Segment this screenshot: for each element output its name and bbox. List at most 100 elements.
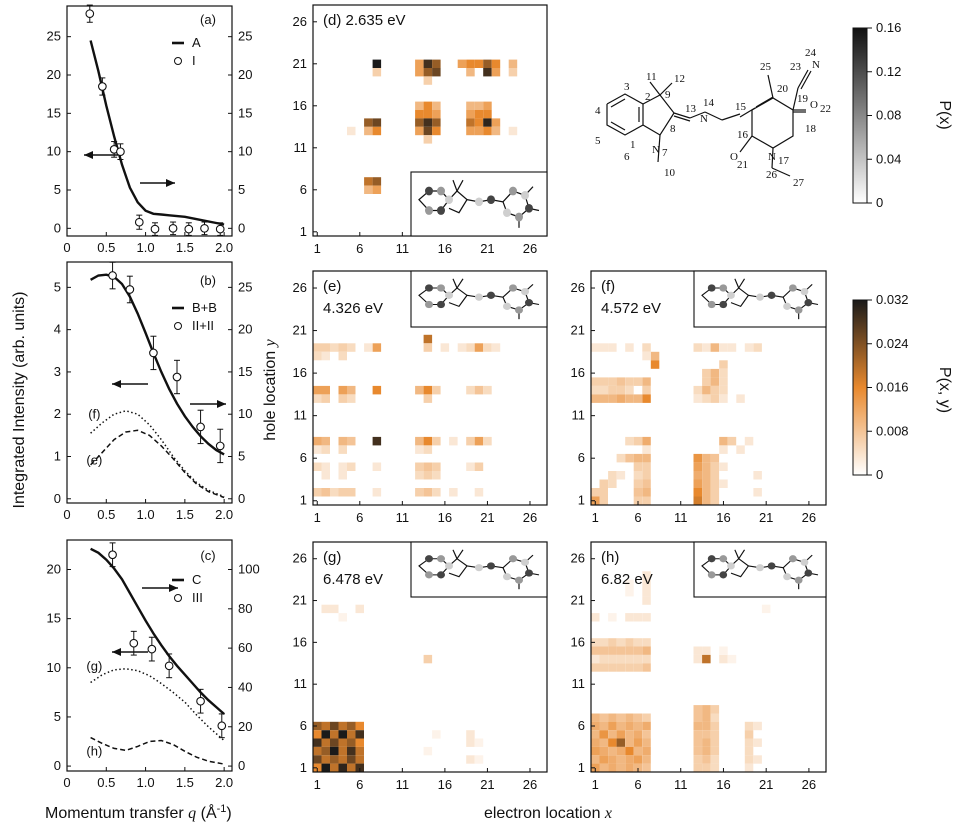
series-line-A	[89, 40, 225, 226]
panel-tag: (c)	[200, 548, 215, 563]
heatmap-cell	[702, 394, 711, 403]
heatmap-cell	[616, 471, 626, 480]
axes-frame	[66, 539, 233, 772]
heatmap-cell	[372, 177, 382, 186]
heatmap-cell	[633, 436, 643, 446]
y-tick-label-left: 2	[54, 406, 61, 421]
inset-atom	[525, 569, 533, 577]
inset-atom	[503, 302, 511, 310]
inset-atom	[783, 302, 791, 310]
heatmap-cell	[591, 394, 600, 403]
heatmap-cell	[642, 755, 651, 764]
heatmap-cell	[616, 755, 626, 764]
heatmap-cell	[616, 663, 626, 672]
inset-atom	[487, 562, 495, 570]
svg-text:10: 10	[664, 167, 676, 179]
heatmap-cell	[423, 76, 433, 85]
heatmap-cell	[364, 126, 373, 136]
heatmap-cell	[625, 588, 634, 597]
heatmap-cell	[693, 738, 702, 747]
heatmap-cell	[355, 604, 364, 614]
molecule-diagram	[606, 69, 812, 177]
heatmap-cell	[347, 126, 356, 136]
heatmap-cell	[591, 638, 600, 647]
heatmap-cell	[625, 763, 634, 772]
colorbar-tick-label: 0	[876, 467, 883, 482]
heatmap-cell	[719, 385, 728, 395]
legend-label: A	[192, 35, 201, 50]
x-tick-label: 16	[716, 510, 730, 525]
heatmap-cell	[633, 471, 643, 480]
inset-bond	[734, 278, 740, 289]
heatmap-cell	[599, 638, 608, 647]
heatmap-cell	[330, 738, 339, 747]
x-tick-label: 21	[480, 777, 494, 792]
heatmap-cell	[642, 613, 651, 622]
heatmap-cell	[415, 101, 424, 110]
data-point-II+II	[172, 372, 182, 382]
y-tick-label: 21	[293, 323, 307, 338]
heatmap-cell	[710, 385, 720, 395]
heatmap-cell	[616, 763, 626, 772]
inset-atom	[445, 291, 453, 299]
heatmap-cell	[616, 453, 626, 463]
heatmap-cell	[591, 763, 600, 772]
heatmap-cell	[483, 68, 492, 77]
legend-marker-swatch	[174, 594, 182, 602]
heatmap-cell	[313, 445, 322, 454]
heatmap-cell	[474, 126, 484, 136]
heatmap-cell	[693, 394, 702, 403]
energy-label: 4.572 eV	[601, 300, 661, 317]
heatmap-cell	[338, 343, 347, 352]
x-tick-label: 0	[63, 507, 70, 522]
heatmap-cell	[432, 68, 441, 77]
inset-atom	[445, 195, 453, 204]
heatmap-cell	[753, 738, 762, 747]
heatmap-cell	[483, 110, 492, 119]
svg-text:15: 15	[735, 101, 747, 113]
data-point-I	[98, 82, 107, 91]
inset-atom	[756, 564, 764, 572]
heatmap-cell	[693, 721, 702, 731]
heatmap-cell	[483, 101, 492, 110]
y-tick-label: 11	[294, 408, 308, 423]
svg-text:26: 26	[766, 169, 778, 181]
heatmap-cell	[616, 646, 626, 655]
svg-text:17: 17	[778, 155, 790, 167]
data-point-I	[150, 224, 160, 234]
heatmap-cell	[642, 596, 651, 605]
y-tick-label-left: 5	[54, 182, 61, 197]
heatmap-cell	[313, 394, 322, 403]
curve-label: (f)	[88, 407, 100, 422]
inset-atom	[437, 284, 445, 292]
heatmap-cell	[321, 462, 330, 471]
heatmap-cell	[466, 68, 475, 77]
data-point-III	[196, 696, 205, 706]
y-tick-label-right: 25	[238, 279, 252, 294]
heatmap-cell	[616, 730, 626, 739]
heatmap-cell	[591, 730, 600, 739]
heatmap-cell	[693, 343, 702, 352]
heatmap-cell	[642, 730, 651, 739]
heatmap-cell	[599, 663, 608, 672]
x-tick-label: 26	[523, 510, 537, 525]
heatmap-cell	[719, 445, 728, 454]
heatmap-cell	[440, 343, 450, 352]
heatmap-cell	[693, 453, 702, 463]
heatmap-cell	[642, 638, 651, 647]
heatmap-cell	[423, 488, 433, 497]
heatmap-cell	[608, 730, 617, 739]
heatmap-cell	[321, 471, 330, 480]
axis-arrow	[140, 179, 175, 187]
y-tick-label: 1	[300, 224, 307, 239]
inset-molecule	[418, 549, 540, 590]
heatmap-cell	[474, 738, 484, 747]
heatmap-cell	[466, 462, 475, 471]
heatmap-cell	[642, 738, 651, 747]
legend-label: II+II	[192, 318, 214, 333]
heatmap-cell	[727, 436, 737, 446]
y-tick-label: 6	[300, 450, 307, 465]
heatmap-cell	[338, 488, 347, 497]
arrow-head	[112, 648, 121, 656]
